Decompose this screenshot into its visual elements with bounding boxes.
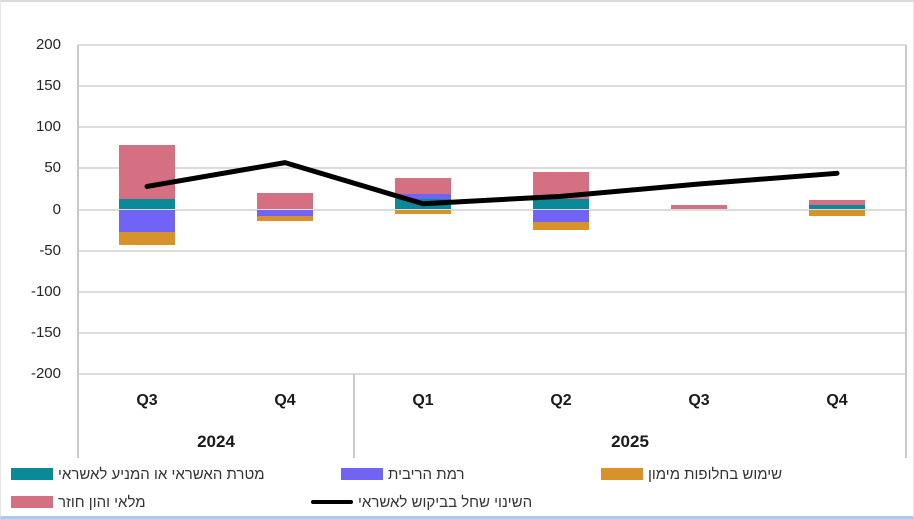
bar-segment-series0 [119,198,175,210]
bar-segment-series2 [395,209,451,214]
bar-segment-series3 [395,178,451,194]
x-axis-quarter-label: Q1 [412,392,434,409]
legend-label: השינוי שחל בביקוש לאשראי [358,493,533,511]
bar-segment-series3 [809,199,865,205]
gridline [78,331,906,334]
demand-change-polyline [144,160,840,207]
bar-segment-series3 [671,204,727,210]
legend-color-swatch [341,468,383,480]
gridline [78,167,906,170]
y-axis-tick-label: 50 [44,159,61,177]
gridline [78,290,906,293]
gridline [78,85,906,88]
bar-segment-series0 [533,198,589,210]
legend-label: רמת הריבית [388,465,465,483]
gridline [78,249,906,252]
legend-item-series0: מטרת האשראי או המניע לאשראי [11,464,265,484]
legend-color-swatch [11,468,53,480]
bar-segment-series1 [533,209,589,222]
plot-right-border [905,45,907,458]
legend-item-series3: מלאי והון חוזר [11,492,146,512]
year-group-separator [353,374,355,458]
bar-segment-series1 [395,193,451,199]
bar-segment-series1 [257,209,313,217]
legend-label: שימוש בחלופות מימון [648,465,783,483]
y-axis-tick-label: -200 [30,365,61,382]
y-axis-tick-label: -100 [30,282,61,300]
gridline [78,126,906,129]
bar-segment-series2 [257,216,313,221]
y-axis-tick-label: -50 [39,241,61,259]
gridline [78,44,906,46]
y-axis-tick-label: -150 [30,323,61,341]
bar-segment-series3 [119,145,175,199]
bar-segment-series1 [119,209,175,232]
bar-segment-series3 [257,193,313,210]
x-axis-year-label: 2024 [197,432,235,451]
bar-segment-series0 [809,204,865,210]
legend-item-series2: שימוש בחלופות מימון [601,464,782,484]
y-axis-tick-label: 150 [35,77,61,95]
x-axis-quarter-label: Q4 [826,392,848,409]
legend-color-swatch [601,468,643,480]
bar-segment-series2 [809,209,865,217]
bar-segment-series2 [119,231,175,245]
gridline [78,373,906,375]
x-axis-quarter-label: Q3 [136,392,158,409]
x-axis-quarter-label: Q3 [688,392,710,409]
y-axis-tick-label: 200 [35,36,61,53]
legend-color-swatch [11,496,53,508]
legend-line-swatch [311,500,353,504]
legend-label: מטרת האשראי או המניע לאשראי [58,465,265,483]
legend-item-line: השינוי שחל בביקוש לאשראי [311,492,532,512]
x-axis-quarter-label: Q2 [550,392,572,409]
y-axis-tick-label: 100 [35,118,61,136]
x-axis-quarter-label: Q4 [274,392,296,409]
legend-item-series1: רמת הריבית [341,464,464,484]
gridline [78,208,906,211]
demand-change-line [144,160,840,207]
legend-label: מלאי והון חוזר [58,493,146,511]
bar-segment-series2 [533,221,589,231]
plot-left-border [77,45,79,458]
y-axis-tick-label: 0 [52,200,61,218]
x-axis-year-label: 2025 [611,432,649,451]
